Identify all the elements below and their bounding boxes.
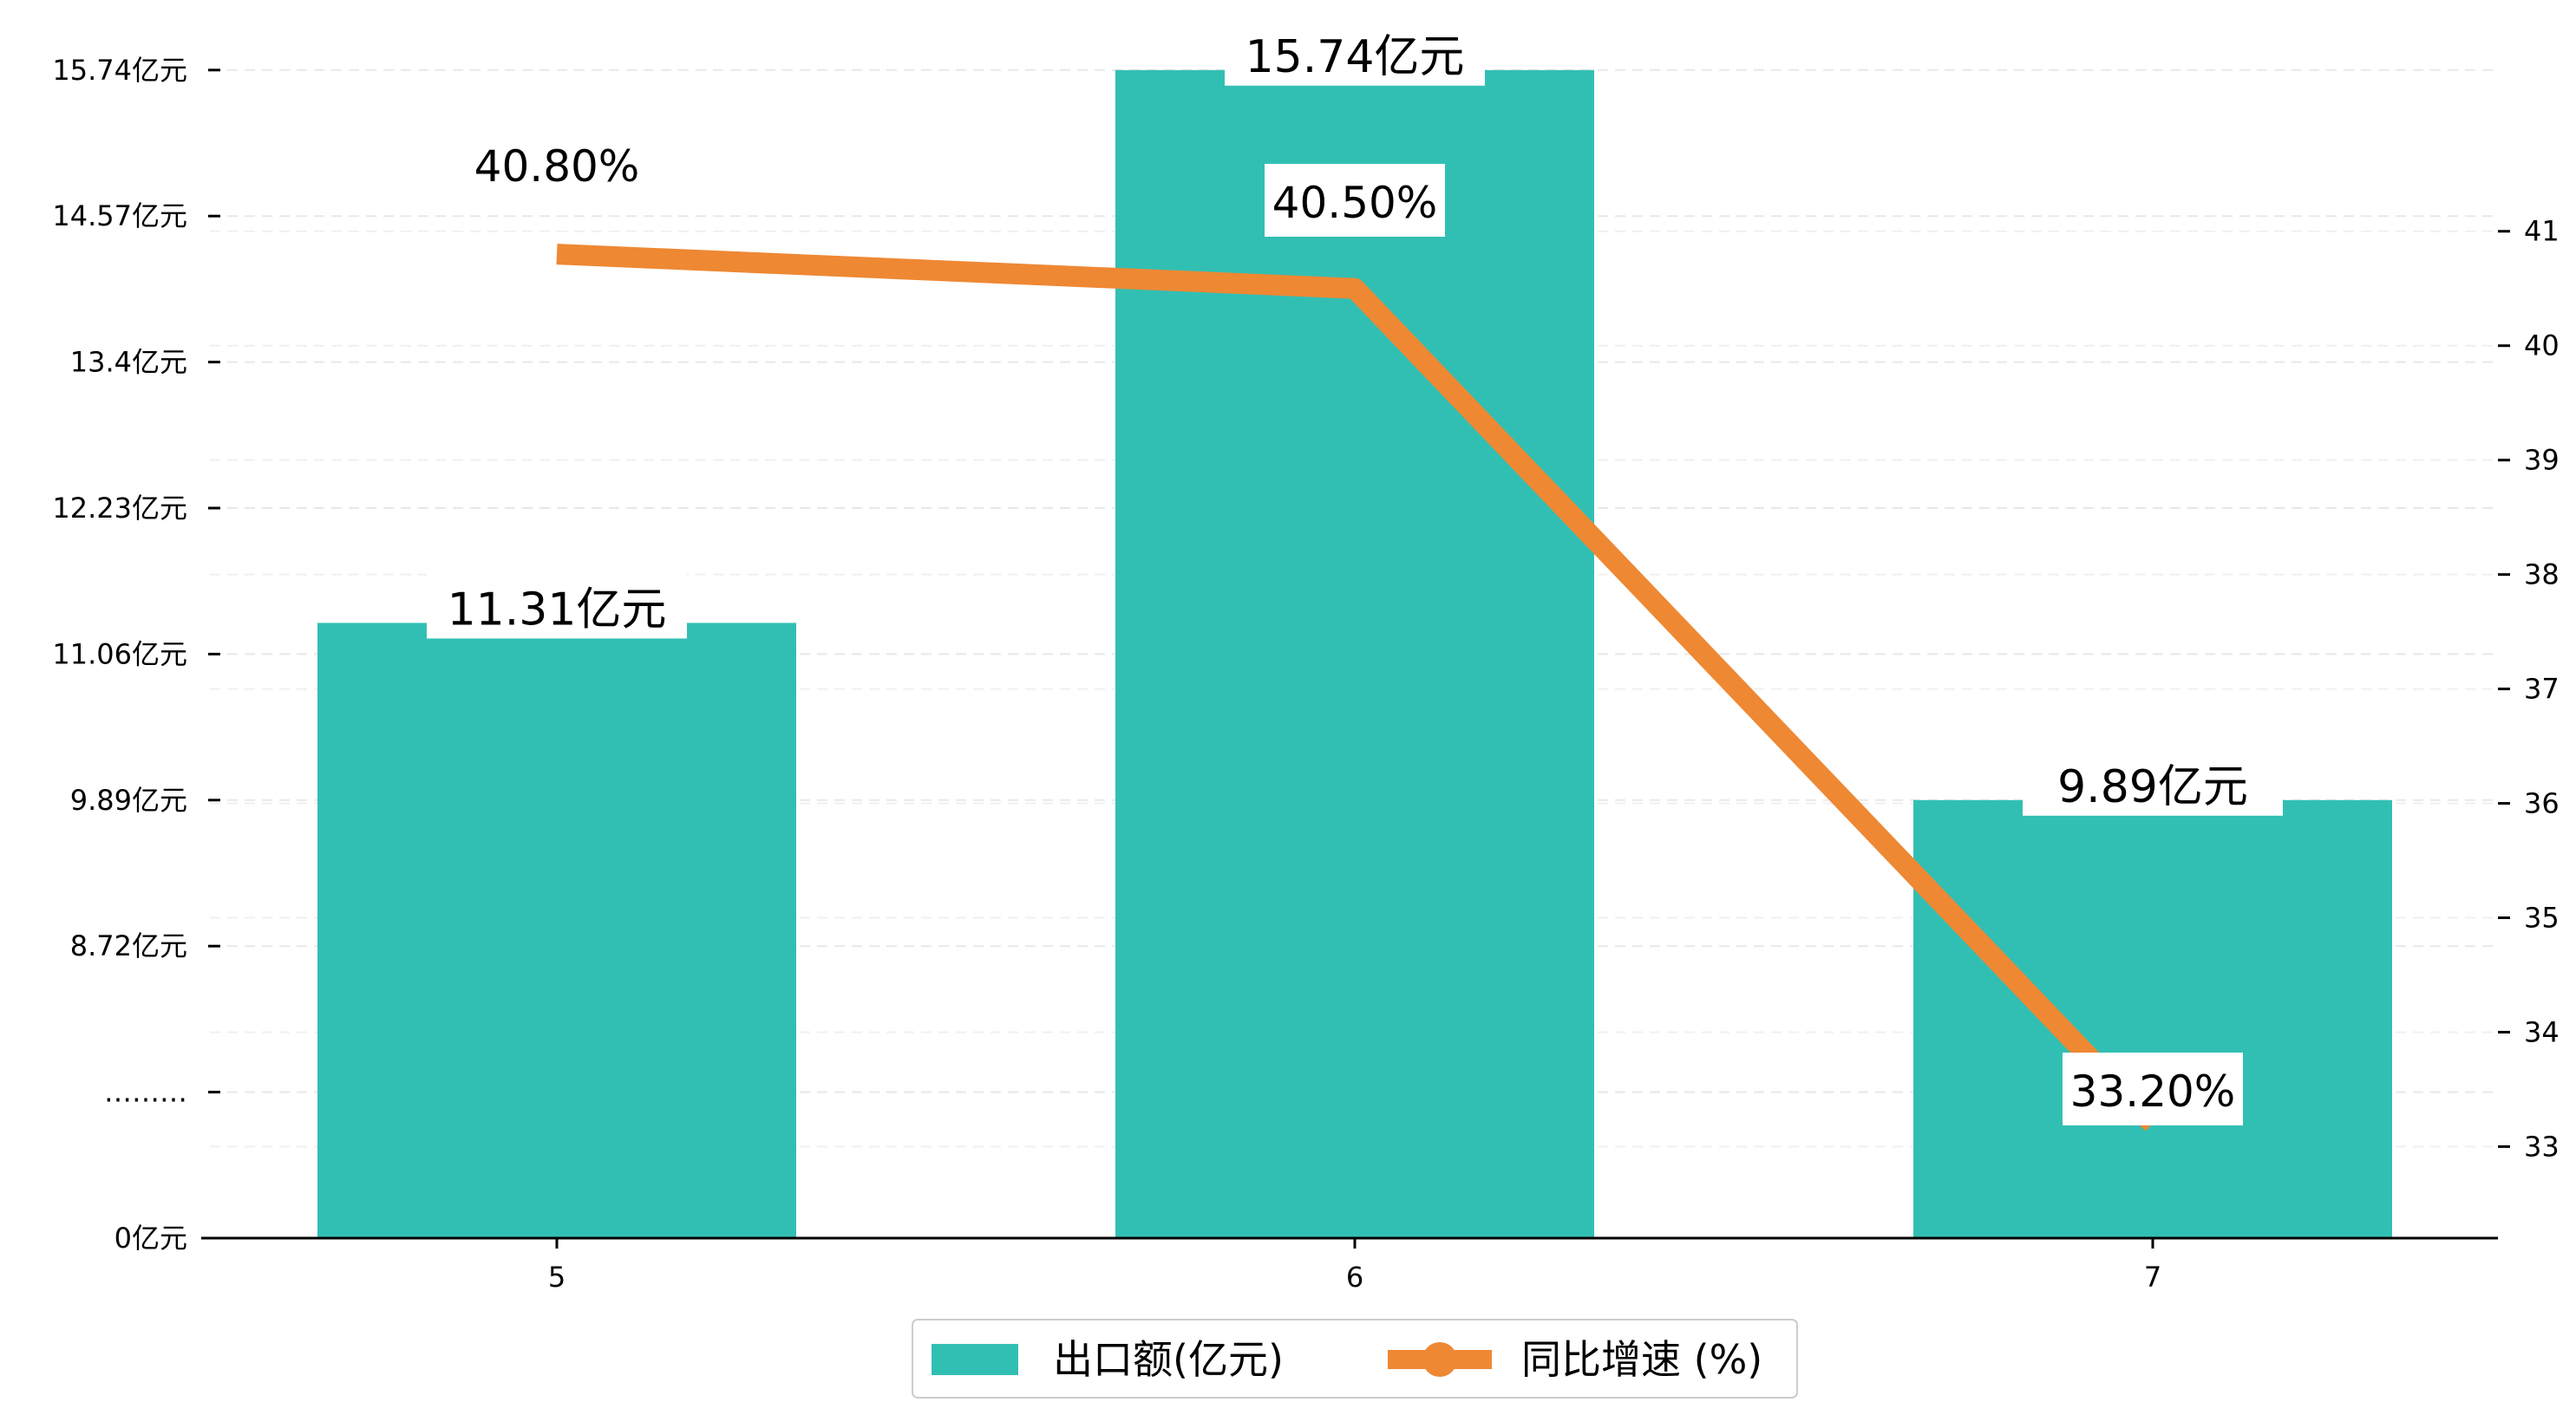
y-left-tick-label: 9.89亿元 [70,784,187,817]
data-labels: 11.31亿元 15.74亿元 9.89亿元 40.80% 40.50% 33.20% [427,19,2283,1125]
legend-label-bar: 出口额(亿元) [1053,1336,1284,1383]
y-right-tick-label: 34 [2524,1015,2560,1048]
line-value-label: 33.20% [2070,1066,2236,1117]
line-label-box [1265,164,1445,237]
y-left-tick-label: 12.23亿元 [52,492,187,525]
legend: 出口额(亿元) 同比增速 (%) [912,1319,1798,1399]
bar-label-box [427,572,687,639]
line-value-label: 40.50% [1272,178,1438,228]
y-left-tick-label: 8.72亿元 [70,929,187,962]
bar-5 [317,623,796,1238]
y-right-tick-label: 39 [2524,444,2560,477]
y-left-tick-label: 13.4亿元 [70,346,187,379]
y-right-tick-label: 41 [2524,215,2560,248]
bar-7 [1913,799,2392,1238]
x-tick-label: 7 [2144,1261,2161,1294]
line-label-box [2063,1053,2243,1125]
y-left-tick-label: 15.74亿元 [52,54,187,87]
legend-swatch-marker [1422,1342,1457,1377]
y-right-tick-label: 38 [2524,558,2560,591]
y-left-tick-label: 14.57亿元 [52,199,187,232]
bar-label-box [1225,19,1485,86]
line-series [556,244,2161,1131]
axes: 0亿元 ……… 8.72亿元 9.89亿元 11.06亿元 12.23亿元 13.4亿元 14… [52,54,2559,1294]
line-value-label: 40.80% [474,141,640,192]
y-right-tick-label: 33 [2524,1130,2560,1163]
bar-value-label: 9.89亿元 [2057,761,2248,813]
bar-6 [1115,69,1594,1238]
y-left-tick-label: 0亿元 [114,1222,187,1255]
y-left-tick-label: ……… [104,1076,187,1109]
bar-label-box [2023,749,2283,816]
y-right-tick-label: 36 [2524,787,2560,820]
growth-line [556,244,2161,1131]
y-right-tick-label: 37 [2524,673,2560,706]
x-tick-label: 6 [1346,1261,1363,1294]
bar-value-label: 15.74亿元 [1246,31,1465,83]
bar-series [317,69,2392,1238]
legend-box [912,1319,1798,1399]
y-right-tick-label: 40 [2524,329,2560,362]
legend-label-line: 同比增速 (%) [1521,1336,1762,1383]
y-left-tick-label: 11.06亿元 [52,637,187,670]
bar-value-label: 11.31亿元 [448,584,667,636]
legend-swatch-bar [932,1344,1018,1375]
y-right-tick-label: 35 [2524,902,2560,935]
x-tick-label: 5 [548,1261,566,1294]
